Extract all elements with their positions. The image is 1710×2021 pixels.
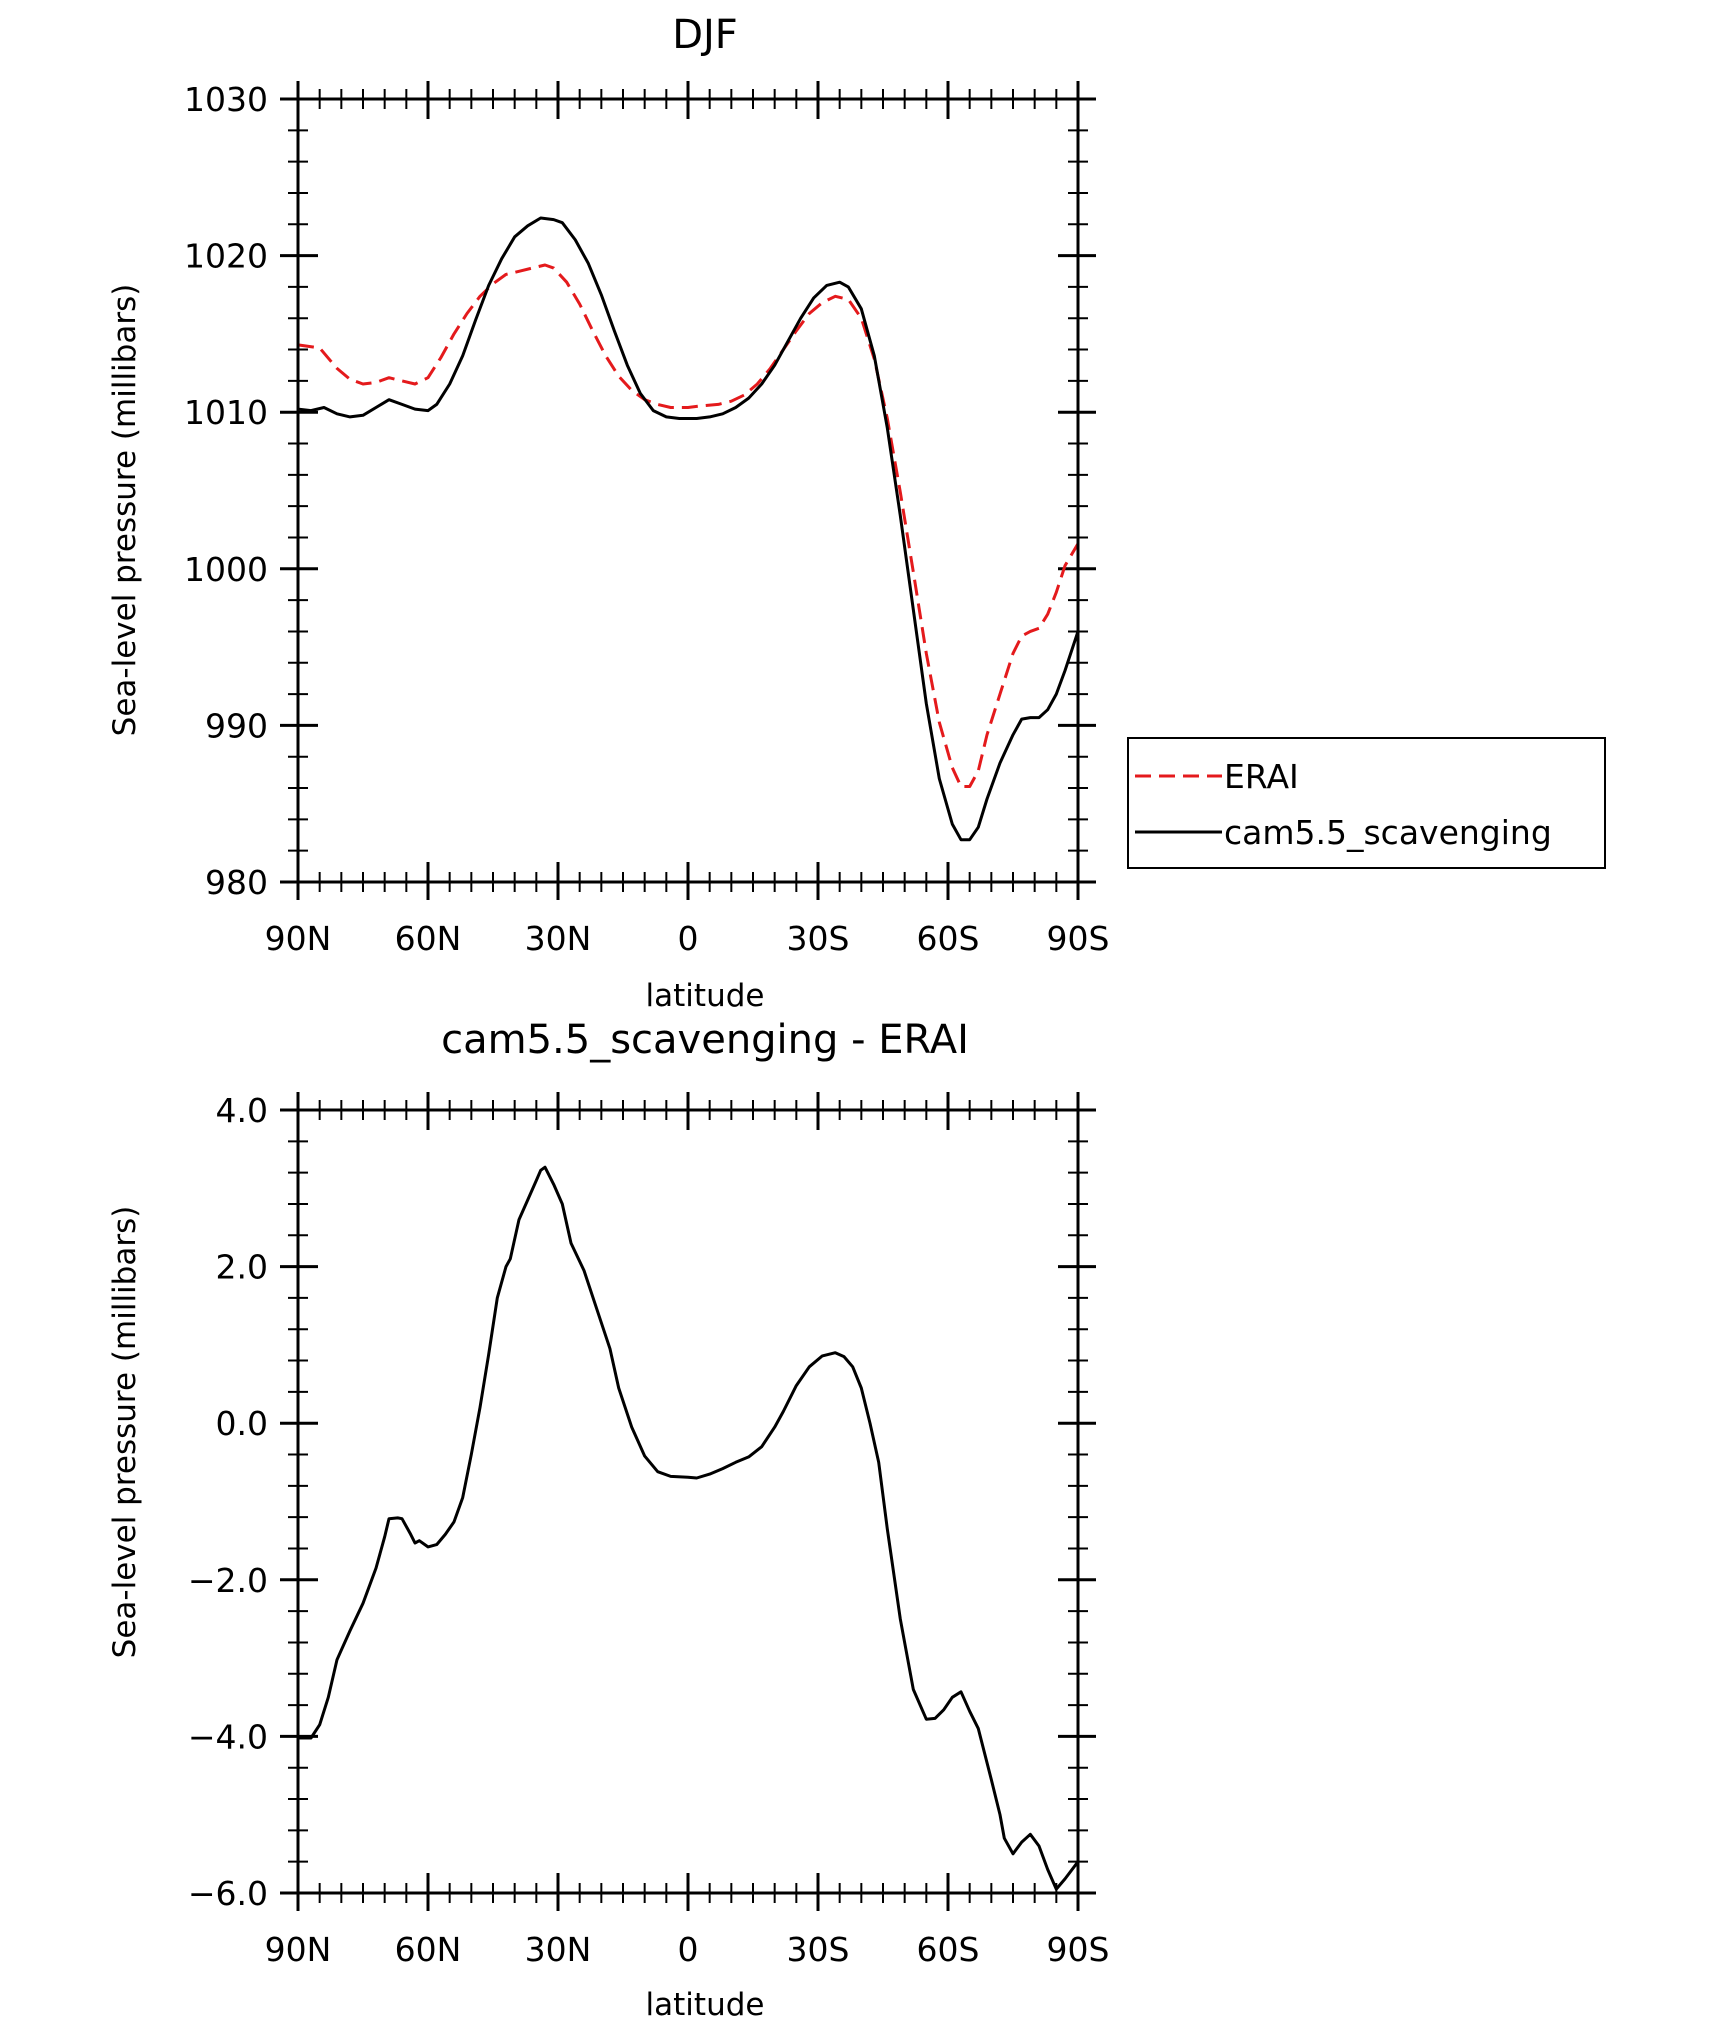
legend-label-cam5: cam5.5_scavenging: [1224, 813, 1552, 852]
legend-box: [1127, 737, 1606, 869]
djf-x-tick-label: 30S: [787, 919, 850, 958]
djf-x-tick-label: 0: [678, 919, 699, 958]
difference-tick-labels: 90N 60N 30N 0 30S 60S 90S −6.0 −4.0 −2.0 0.0 2.0 4.0: [188, 1091, 1110, 1969]
djf-y-tick-label: 980: [205, 863, 268, 902]
djf-y-axis-title: Sea-level pressure (millibars): [107, 284, 143, 737]
djf-x-tick-label: 90N: [265, 919, 332, 958]
difference-plot-frame: [296, 1108, 1080, 1895]
difference-y-axis-title: Sea-level pressure (millibars): [107, 1206, 143, 1659]
djf-x-tick-label: 90S: [1047, 919, 1110, 958]
difference-x-tick-label: 60N: [395, 1930, 462, 1969]
difference-y-tick-label: −4.0: [188, 1717, 268, 1756]
djf-tick-labels: 90N 60N 30N 0 30S 60S 90S 980 990 1000 1010 1020 103…: [184, 80, 1109, 958]
difference-series-line-1: [298, 1165, 1080, 1891]
difference-y-tick-label: −2.0: [188, 1561, 268, 1600]
difference-panel: cam5.5_scavenging - ERAI latitude Sea-le…: [107, 1017, 1109, 2021]
djf-y-tick-label: 990: [205, 706, 268, 745]
djf-y-tick-label: 1030: [184, 80, 268, 119]
difference-x-tick-label: 90S: [1047, 1930, 1110, 1969]
difference-y-tick-label: −6.0: [188, 1874, 268, 1913]
djf-x-tick-label: 60N: [395, 919, 462, 958]
difference-x-axis-title: latitude: [646, 1987, 765, 2021]
djf-series: [297, 216, 1080, 842]
djf-x-tick-label: 60S: [917, 919, 980, 958]
difference-y-tick-label: 0.0: [216, 1404, 268, 1443]
legend-label-erai: ERAI: [1224, 757, 1299, 796]
djf-plot-frame: [296, 97, 1080, 884]
djf-y-tick-label: 1020: [184, 237, 268, 276]
difference-x-tick-label: 30N: [525, 1930, 592, 1969]
difference-ticks: [280, 1092, 1096, 1911]
djf-x-axis-title: latitude: [646, 978, 765, 1014]
djf-panel: DJF latitude Sea-level pressure (milliba…: [107, 12, 1109, 1014]
difference-y-tick-label: 4.0: [216, 1091, 268, 1130]
difference-x-tick-label: 30S: [787, 1930, 850, 1969]
difference-series: [298, 1165, 1080, 1891]
difference-x-tick-label: 90N: [265, 1930, 332, 1969]
difference-x-tick-label: 0: [678, 1930, 699, 1969]
legend: ERAI cam5.5_scavenging: [1127, 737, 1606, 869]
djf-series-line-2: [297, 216, 1080, 842]
djf-x-tick-label: 30N: [525, 919, 592, 958]
difference-title: cam5.5_scavenging - ERAI: [441, 1017, 969, 1063]
djf-y-tick-label: 1000: [184, 550, 268, 589]
djf-y-tick-label: 1010: [184, 393, 268, 432]
difference-y-tick-label: 2.0: [216, 1248, 268, 1287]
difference-x-tick-label: 60S: [917, 1930, 980, 1969]
djf-title: DJF: [672, 12, 738, 58]
djf-series-line-1: [297, 263, 1080, 788]
